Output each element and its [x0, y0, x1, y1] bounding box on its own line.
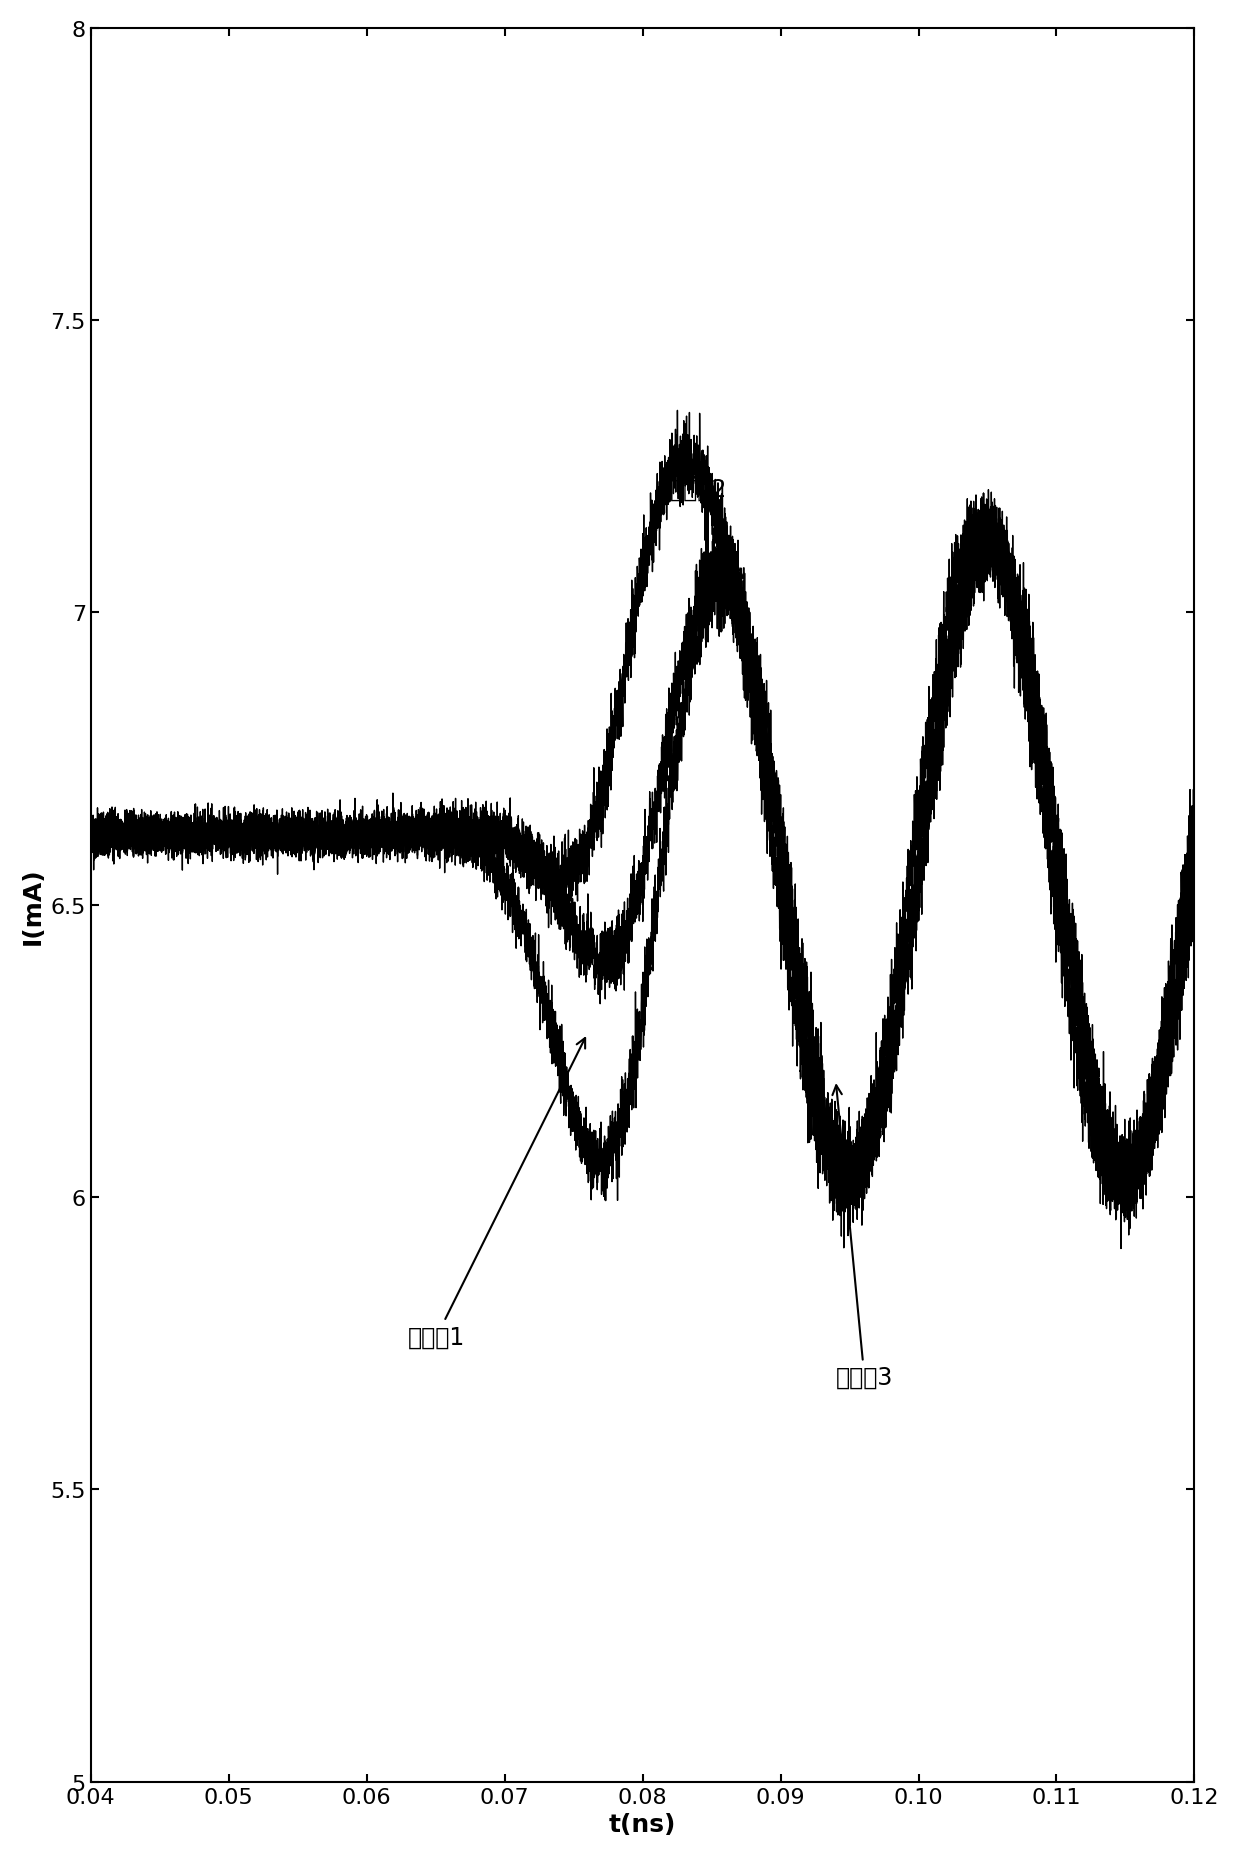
Text: 电子注1: 电子注1	[408, 1038, 585, 1348]
Text: 电子注2: 电子注2	[670, 477, 744, 579]
Y-axis label: I(mA): I(mA)	[21, 867, 45, 943]
X-axis label: t(ns): t(ns)	[609, 1812, 676, 1837]
Text: 电子注3: 电子注3	[832, 1086, 893, 1389]
